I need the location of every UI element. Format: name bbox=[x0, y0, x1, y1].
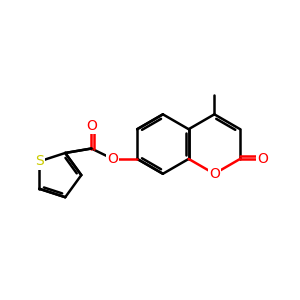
Text: O: O bbox=[209, 167, 220, 181]
Text: O: O bbox=[257, 152, 268, 166]
Text: O: O bbox=[86, 119, 97, 133]
Text: S: S bbox=[35, 154, 44, 168]
Text: O: O bbox=[107, 152, 118, 166]
